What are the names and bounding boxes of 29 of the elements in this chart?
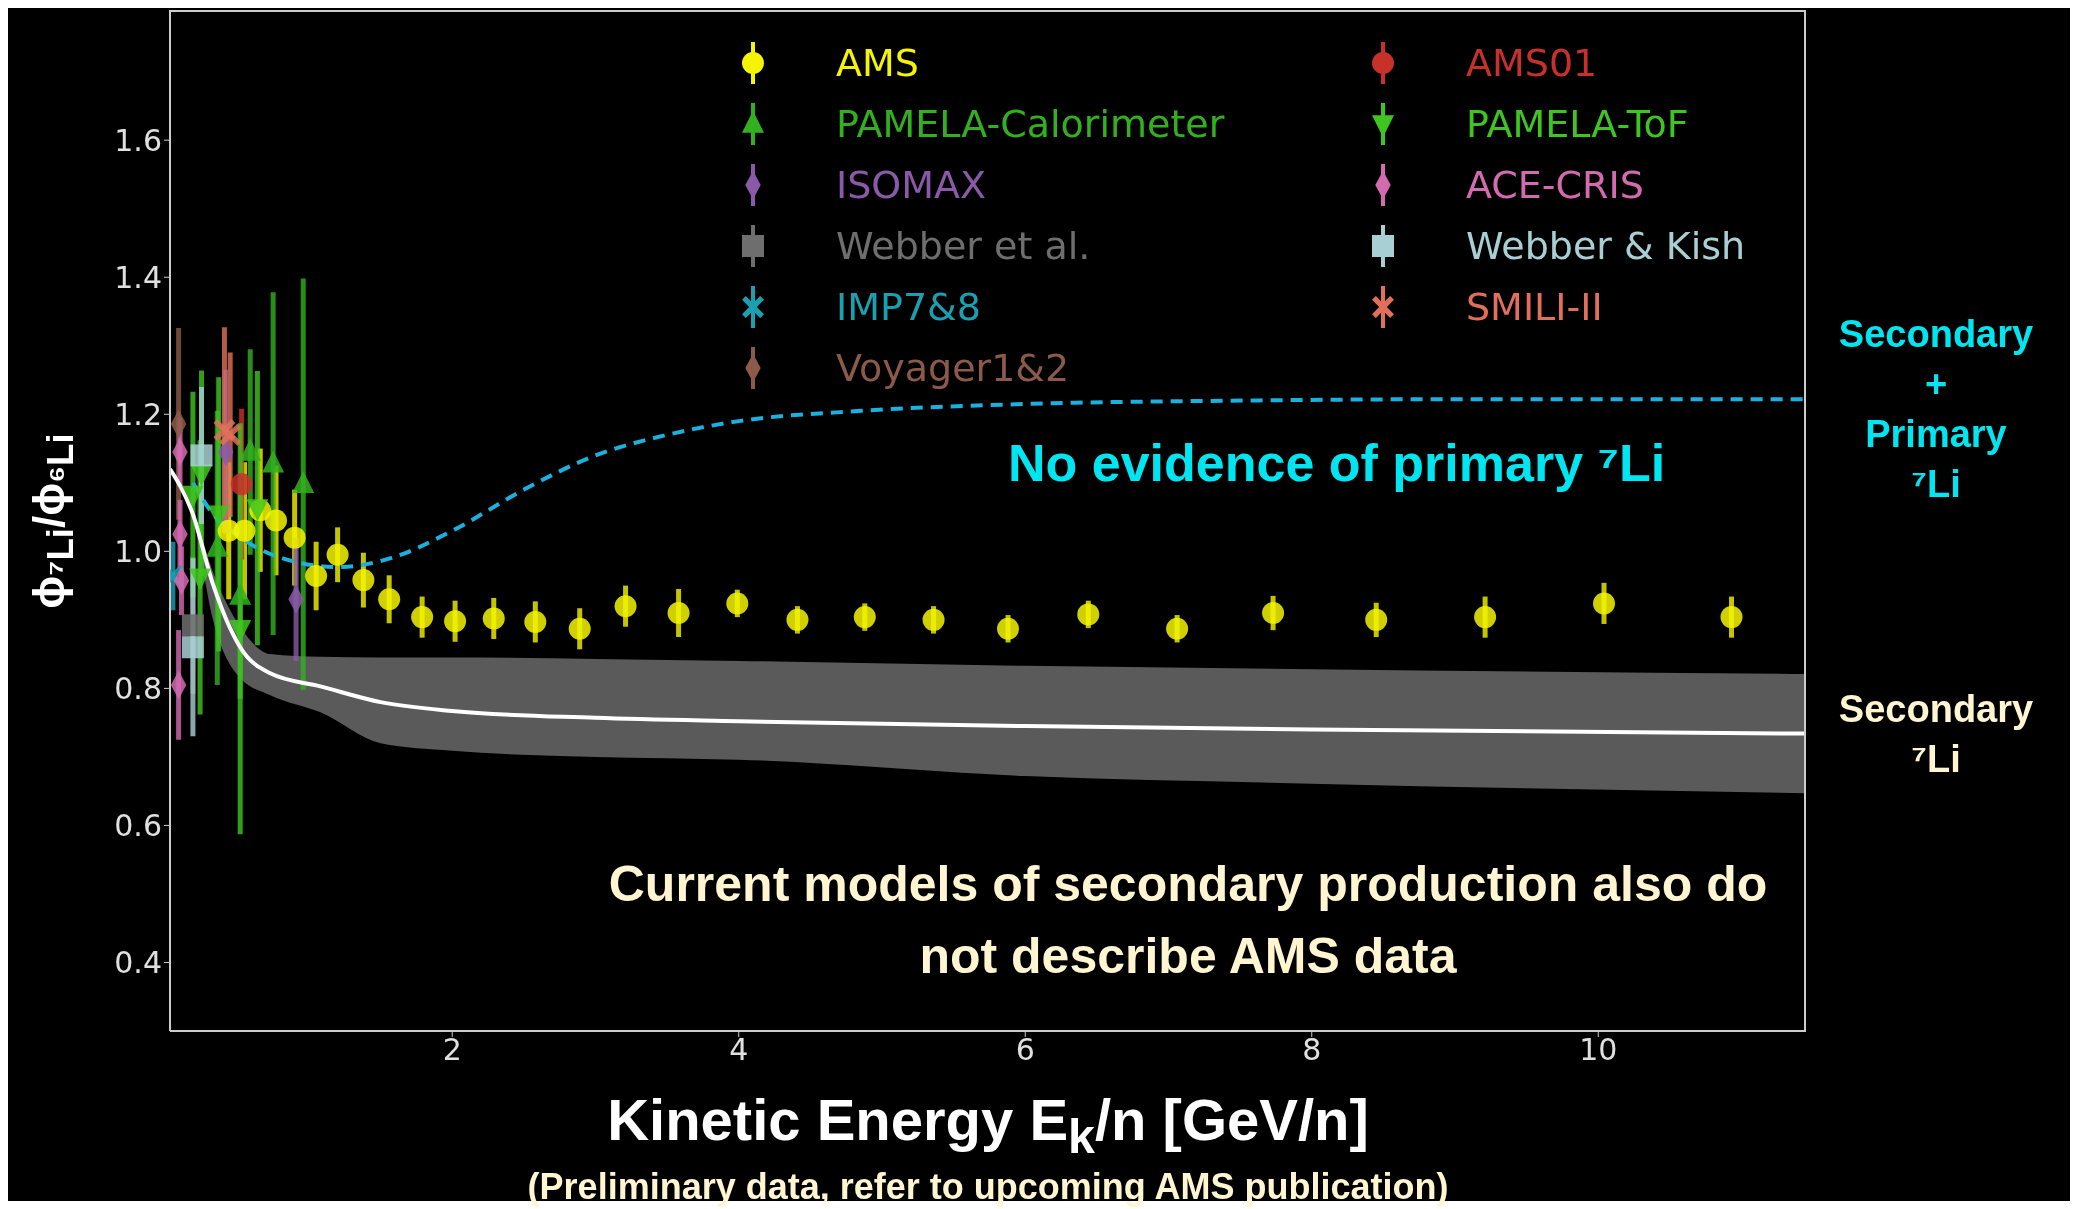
legend-label: SMILI-II [1466, 284, 1603, 329]
y-tick-label: 1.0 [114, 533, 162, 569]
legend-label: IMP7&8 [836, 284, 981, 329]
legend-label: ACE-CRIS [1466, 162, 1644, 207]
legend-label: AMS01 [1466, 40, 1598, 85]
x-tick-label: 8 [1302, 1032, 1322, 1068]
annotation: Current models of secondary production also do not describe AMS data [607, 855, 1769, 986]
x-axis-title: Kinetic Energy E$_{k}$/n [GeV/n] [607, 1086, 1369, 1164]
y-tick-label: 1.4 [114, 259, 162, 295]
legend-label: ISOMAX [836, 162, 987, 207]
x-tick-label: 6 [1015, 1032, 1035, 1068]
legend-label: Webber et al. [836, 223, 1091, 268]
y-tick-label: 1.2 [114, 396, 162, 432]
y-tick-label: 0.4 [114, 945, 162, 981]
legend-label: Webber & Kish [1466, 223, 1746, 268]
legend-label: PAMELA-Calorimeter [836, 101, 1225, 146]
y-tick-label: 0.8 [114, 671, 162, 707]
legend-label: AMS [836, 40, 919, 85]
series-label: Secondary ⁷Li [1837, 686, 2035, 782]
legend-label: Voyager1&2 [836, 345, 1070, 390]
x-tick-label: 4 [729, 1032, 749, 1068]
annotation: No evidence of primary ⁷Li [1008, 433, 1666, 493]
y-tick-label: 0.6 [114, 808, 162, 844]
y-tick-label: 1.6 [114, 122, 162, 158]
legend-label: PAMELA-ToF [1466, 101, 1689, 146]
x-tick-label: 10 [1579, 1032, 1618, 1068]
text: (Preliminary data, refer to upcoming AMS publication) [527, 1166, 1449, 1208]
x-tick-label: 2 [442, 1032, 462, 1068]
series-label: Secondary + Primary ⁷Li [1837, 312, 2035, 508]
